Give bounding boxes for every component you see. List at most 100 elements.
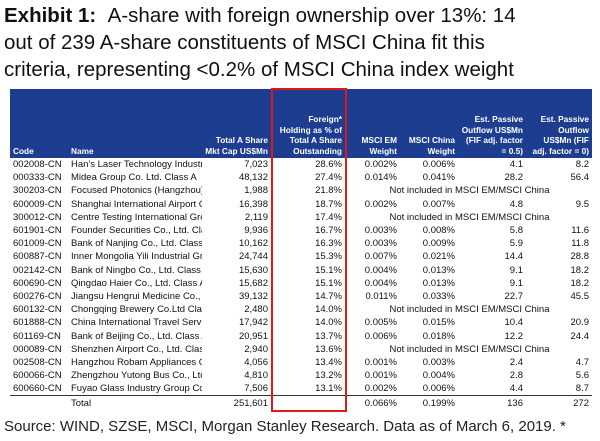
table-cell: 002142-CN	[13, 264, 62, 276]
table-cell: 0.014%	[364, 172, 397, 184]
table-cell: 28.8	[570, 251, 590, 263]
table-cell: 20.9	[570, 317, 590, 329]
total-row: Total 251,601 0.066% 0.199% 136 272	[10, 395, 592, 412]
table-cell: 12.2	[504, 330, 524, 342]
table-cell: 0.001%	[364, 356, 397, 368]
table-cell: 300012-CN	[13, 211, 62, 223]
table-cell: Fuyao Glass Industry Group Co., Ltd	[71, 383, 202, 395]
table-cell: 0.015%	[422, 317, 455, 329]
table-cell: 16.7%	[271, 223, 347, 238]
table-cell: 9.1	[509, 264, 523, 276]
column-header: Total A Share Mkt Cap US$Mn	[202, 89, 272, 158]
table-cell: 13.6%	[271, 342, 347, 356]
table-cell: 2,940	[244, 343, 268, 355]
column-header: Est. Passive Outflow US$Mn (FIF adj. fac…	[458, 89, 526, 158]
table-row: 000333-CN Midea Group Co. Ltd. Class A 48,…	[10, 171, 592, 185]
table-cell: 15.1%	[271, 263, 347, 277]
total-cell: 272	[526, 395, 592, 411]
table-cell: 0.005%	[364, 317, 397, 329]
title-line: out of 239 A-share constituents of MSCI …	[4, 31, 485, 54]
table-cell: Bank of Ningbo Co., Ltd. Class A	[71, 264, 202, 276]
table-cell: 4.7	[575, 356, 589, 368]
table-cell: 0.004%	[364, 277, 397, 289]
table-cell: 0.006%	[422, 159, 455, 171]
table-row: 601888-CN China International Travel Serv…	[10, 316, 592, 330]
table-cell: 600690-CN	[13, 277, 62, 289]
table-cell: 27.4%	[271, 171, 347, 185]
table-cell: 18.2	[570, 277, 590, 289]
table-cell: 2.8	[509, 370, 523, 382]
table-cell: 0.011%	[365, 290, 397, 302]
table-cell: 4,056	[244, 356, 268, 368]
table-row: 300203-CN Focused Photonics (Hangzhou), I…	[10, 184, 592, 198]
table-cell: Hangzhou Robam Appliances Co., Lt	[71, 356, 202, 368]
table-cell: 5.9	[509, 238, 523, 250]
table-cell: Bank of Nanjing Co., Ltd. Class A	[71, 238, 202, 250]
table-cell: 15.3%	[271, 250, 347, 264]
table-cell: 7,023	[244, 159, 268, 171]
table-cell: 24,744	[238, 251, 268, 263]
table-cell: 24.4	[570, 330, 590, 342]
table-cell: Han's Laser Technology Industry Gro	[71, 159, 202, 171]
table-cell: 16.3%	[271, 237, 347, 251]
table-cell: 11.8	[571, 238, 589, 250]
table-cell: Not included in MSCI EM/MSCI China	[389, 304, 550, 316]
table-cell: Shanghai International Airport Co.,	[71, 198, 202, 210]
column-header: Est. Passive Outflow US$Mn (FIF adj. fac…	[526, 89, 592, 158]
title-line: criteria, representing <0.2% of MSCI Chi…	[4, 58, 514, 81]
table-cell: 17,942	[238, 317, 268, 329]
table-cell: 002008-CN	[13, 159, 62, 171]
total-cell: 136	[458, 395, 526, 411]
table-cell: 9.1	[509, 277, 523, 289]
table-cell: 0.018%	[422, 330, 455, 342]
table-cell: 14.4	[504, 251, 524, 263]
table-cell: 13.2%	[271, 369, 347, 383]
column-header: Code	[10, 89, 68, 158]
table-row: 600132-CN Chongqing Brewery Co.Ltd Class …	[10, 303, 592, 317]
table-cell: Zhengzhou Yutong Bus Co., Ltd. Clas	[71, 370, 202, 382]
table-cell: Chongqing Brewery Co.Ltd Class A	[71, 304, 202, 316]
table-cell: 0.001%	[364, 370, 397, 382]
table-cell: 600276-CN	[13, 290, 62, 302]
table-cell: 0.006%	[364, 330, 397, 342]
column-header: Name	[68, 89, 202, 158]
table-cell: 600660-CN	[13, 383, 62, 395]
column-header: MSCI China Weight	[400, 89, 458, 158]
table-cell: 600066-CN	[13, 370, 62, 382]
table-cell: 45.5	[570, 290, 590, 302]
table-cell: 0.013%	[422, 264, 455, 276]
table-cell: 0.003%	[364, 225, 397, 237]
table-row: 600690-CN Qingdao Haier Co., Ltd. Class A…	[10, 276, 592, 290]
table-row: 601169-CN Bank of Beijing Co., Ltd. Class…	[10, 329, 592, 343]
table-cell: 0.002%	[364, 198, 397, 210]
table-cell: 0.007%	[422, 198, 455, 210]
table-cell: 0.007%	[364, 251, 397, 263]
table-cell: 0.006%	[422, 383, 455, 395]
table-row: 600276-CN Jiangsu Hengrui Medicine Co., L…	[10, 289, 592, 304]
table-row: 002508-CN Hangzhou Robam Appliances Co., …	[10, 355, 592, 369]
table-row: 002008-CN Han's Laser Technology Industry…	[10, 158, 592, 172]
table-cell: 4.1	[509, 159, 523, 171]
table-cell: 15.1%	[271, 276, 347, 290]
total-cell: Total	[68, 395, 202, 411]
table-cell: 15,630	[238, 264, 268, 276]
header-row: Code Name Total A Share Mkt Cap US$Mn Forei…	[10, 88, 592, 158]
table-cell: 300203-CN	[13, 185, 62, 197]
title-line: A-share with foreign ownership over 13%:…	[107, 4, 516, 27]
table-row: 600660-CN Fuyao Glass Industry Group Co.,…	[10, 382, 592, 396]
table-cell: 1,988	[244, 185, 268, 197]
table-cell: 39,132	[238, 290, 268, 302]
table-cell: Shenzhen Airport Co., Ltd. Class A	[71, 343, 202, 355]
table-cell: 0.009%	[422, 238, 455, 250]
table-cell: 10,162	[238, 238, 268, 250]
table-cell: China International Travel Service C	[71, 317, 202, 329]
table-cell: 002508-CN	[13, 356, 62, 368]
table-cell: 0.041%	[422, 172, 455, 184]
table: Code Name Total A Share Mkt Cap US$Mn Forei…	[10, 88, 592, 412]
table-cell: 601009-CN	[13, 238, 62, 250]
table-cell: 15,682	[238, 277, 268, 289]
table-cell: 0.003%	[364, 238, 397, 250]
table-row: 601009-CN Bank of Nanjing Co., Ltd. Class…	[10, 237, 592, 251]
table-cell: Focused Photonics (Hangzhou), Inc.	[71, 185, 202, 197]
table-row: 000089-CN Shenzhen Airport Co., Ltd. Clas…	[10, 342, 592, 356]
